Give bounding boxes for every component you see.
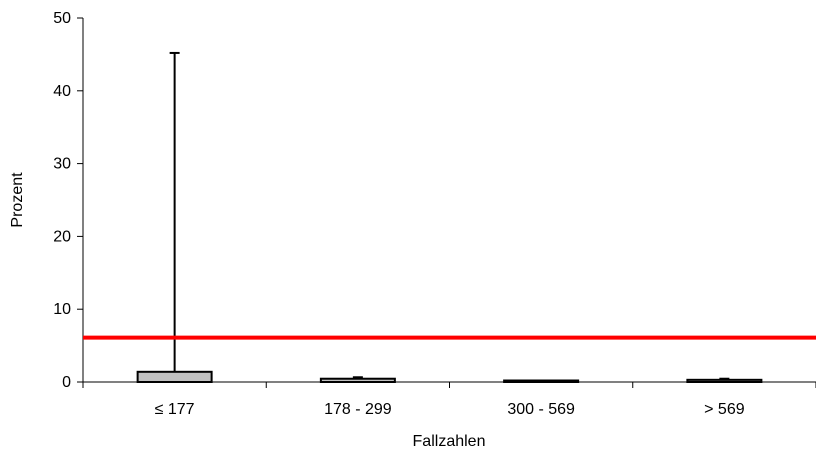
y-tick-label: 10: [53, 301, 71, 318]
box: [503, 379, 580, 383]
x-tick-label: ≤ 177: [155, 401, 195, 418]
plot-area: 0 10 20 30 40 50 ≤ 177 178 - 299 300 - 569 > 569: [53, 10, 816, 418]
box: [136, 370, 213, 384]
x-tick-label: 300 - 569: [507, 401, 575, 418]
y-tick-label: 20: [53, 228, 71, 245]
y-tick-label: 50: [53, 10, 71, 27]
y-tick-label: 30: [53, 156, 71, 173]
box: [686, 378, 763, 384]
x-tick-label: > 569: [704, 401, 745, 418]
box: [319, 377, 396, 383]
y-tick-label: 40: [53, 83, 71, 100]
y-tick-label: 0: [62, 374, 71, 391]
y-axis-title: Prozent: [9, 172, 26, 228]
x-tick-label: 178 - 299: [324, 401, 392, 418]
x-axis-title: Fallzahlen: [413, 433, 486, 450]
